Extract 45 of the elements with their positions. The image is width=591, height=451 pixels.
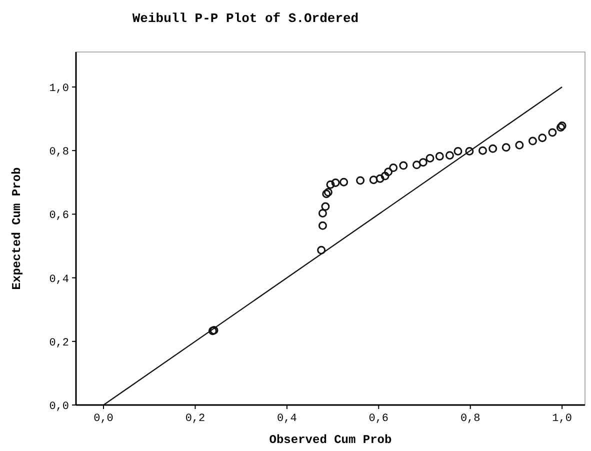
point [528,136,537,146]
point [538,134,547,142]
y-axis-title: Expected Cum Prob [10,167,24,290]
point [321,202,330,211]
point [445,151,454,160]
y-tick-label: 0,8 [49,146,69,159]
point [369,176,378,184]
x-tick-label: 0,6 [368,413,389,425]
point [389,164,398,172]
point [515,140,524,150]
point [318,221,327,230]
point [426,154,434,162]
point [318,208,327,218]
x-tick-label: 0,0 [94,413,114,425]
point [384,168,393,176]
y-tick-label: 0,4 [49,274,70,286]
point [502,143,510,152]
point [418,158,428,167]
y-tick-label: 0,0 [49,401,69,413]
point [380,172,390,180]
point [435,152,444,161]
x-tick-label: 1,0 [552,413,572,425]
point [465,146,474,156]
point [340,178,348,186]
point [331,178,340,187]
point [454,146,462,156]
y-tick-label: 1,0 [49,82,69,95]
point [322,190,331,198]
y-tick-label: 0,6 [49,210,69,222]
x-tick-label: 0,4 [277,413,298,425]
point [412,160,421,170]
y-tick-label: 0,2 [49,337,69,350]
point [478,146,487,155]
point [376,174,384,183]
x-tick-label: 0,8 [460,413,480,425]
chart-title: Weibull P-P Plot of S.Ordered [132,11,359,26]
point [548,128,557,137]
x-tick-label: 0,2 [185,413,206,425]
point [488,144,498,153]
point [324,188,332,196]
point [326,180,335,189]
point [317,246,326,254]
point [399,161,408,170]
x-axis-title: Observed Cum Prob [269,433,392,447]
point [356,176,365,185]
